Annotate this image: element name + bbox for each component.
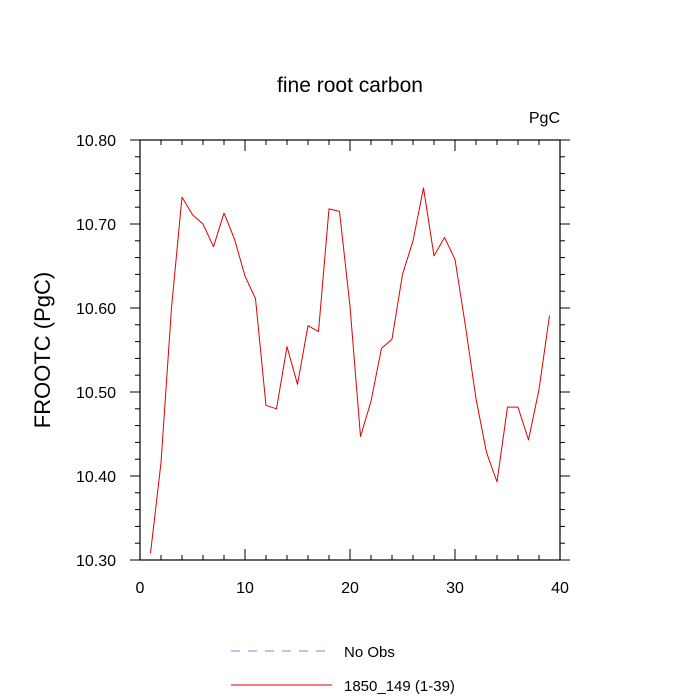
series-group (150, 187, 550, 554)
x-tick-label: 20 (341, 580, 359, 597)
plot-frame (139, 139, 561, 561)
chart-title: fine root carbon (277, 74, 423, 97)
x-tick-label: 40 (551, 580, 569, 597)
legend-label-1850-149: 1850_149 (1-39) (344, 678, 455, 695)
y-tick-label: 10.70 (76, 217, 116, 234)
axis-ticks (130, 139, 570, 561)
x-tick-label: 10 (236, 580, 254, 597)
y-tick-label: 10.30 (76, 553, 116, 570)
legend-label-no-obs: No Obs (344, 644, 395, 661)
axis-tick-labels: 0 10 20 30 40 10.30 10.40 10.50 10.60 10.70 10.80 (76, 133, 569, 597)
units-label: PgC (529, 110, 560, 127)
y-tick-label: 10.80 (76, 133, 116, 150)
series-line (150, 187, 550, 554)
y-tick-label: 10.50 (76, 385, 116, 402)
y-tick-label: 10.60 (76, 301, 116, 318)
x-tick-label: 30 (446, 580, 464, 597)
y-tick-label: 10.40 (76, 469, 116, 486)
legend: No Obs 1850_149 (1-39) (231, 644, 455, 695)
x-tick-label: 0 (136, 580, 145, 597)
y-axis-label: FROOTC (PgC) (30, 272, 55, 428)
